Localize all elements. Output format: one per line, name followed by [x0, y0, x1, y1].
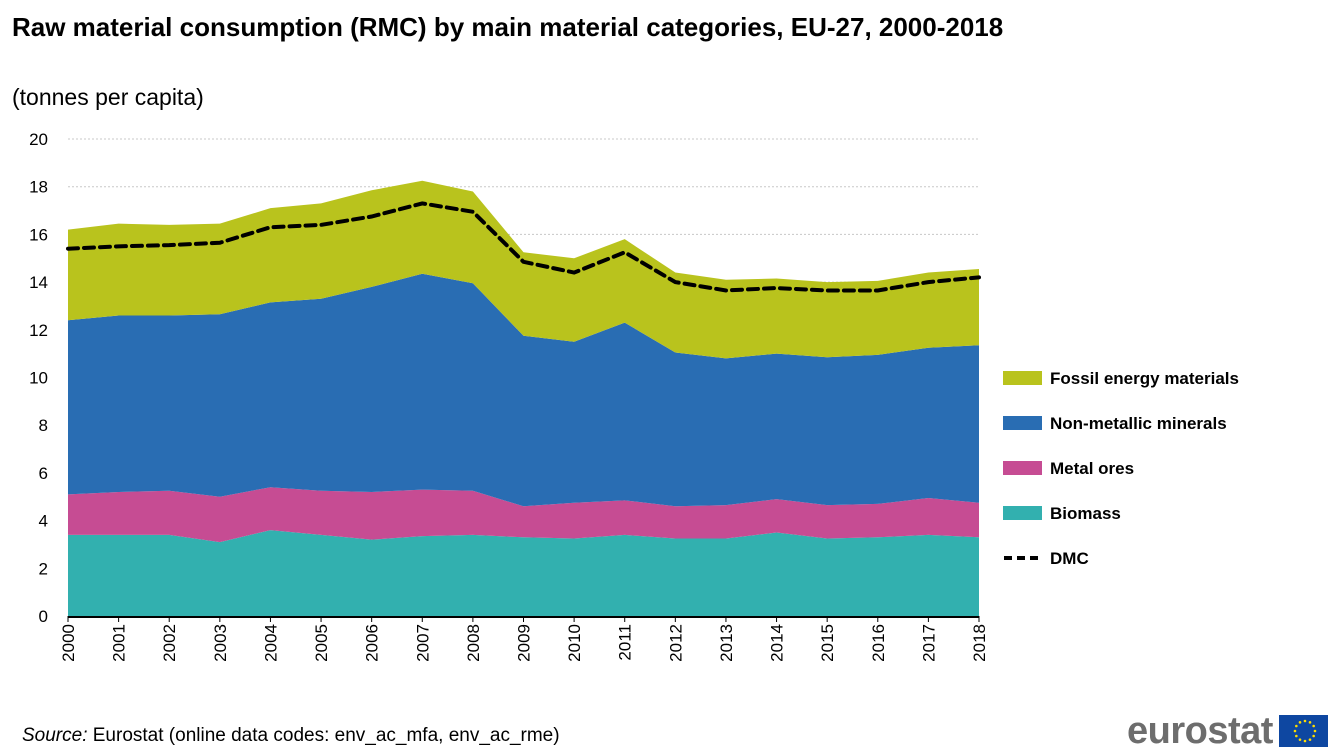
star: [1312, 724, 1315, 728]
x-tick-label: 2011: [616, 624, 635, 661]
area-non-metallic-minerals: [68, 273, 979, 507]
star: [1298, 738, 1302, 741]
star: [1308, 721, 1312, 724]
legend: Fossil energy materials Non-metallic mine…: [1003, 369, 1239, 568]
y-tick-label: 6: [39, 464, 48, 483]
star: [1294, 734, 1298, 738]
source-note: Source: Eurostat (online data codes: env…: [22, 725, 560, 747]
logo-text: eurostat: [1127, 710, 1273, 752]
x-tick-label: 2002: [160, 624, 179, 662]
legend-swatch: [1003, 461, 1042, 475]
x-tick-label: 2008: [464, 624, 483, 662]
star: [1303, 739, 1307, 743]
x-tick-label: 2003: [211, 624, 230, 662]
x-tick-label: 2010: [565, 624, 584, 662]
y-tick-label: 20: [29, 130, 48, 149]
legend-label: Fossil energy materials: [1050, 369, 1239, 388]
legend-item: Metal ores: [1003, 459, 1134, 478]
legend-swatch: [1003, 371, 1042, 385]
area-metal-ores: [68, 487, 979, 543]
star: [1313, 729, 1317, 733]
y-tick-label: 14: [29, 273, 48, 292]
x-tick-label: 2015: [818, 624, 837, 662]
x-tick-label: 2006: [363, 624, 382, 662]
y-tick-label: 2: [39, 559, 48, 578]
eu-flag-icon: [1278, 715, 1328, 747]
y-tick-label: 18: [29, 178, 48, 197]
x-tick-label: 2016: [869, 624, 888, 662]
x-tick-label: 2000: [59, 624, 78, 662]
star: [1294, 724, 1298, 728]
x-tick-label: 2014: [768, 624, 787, 662]
star: [1298, 721, 1302, 724]
star: [1293, 729, 1297, 733]
y-tick-label: 12: [29, 321, 48, 340]
legend-label: Metal ores: [1050, 459, 1134, 478]
eurostat-logo: eurostat: [1127, 710, 1328, 752]
y-tick-label: 16: [29, 225, 48, 244]
source-label: Source:: [22, 725, 88, 746]
y-tick-label: 10: [29, 369, 48, 388]
y-tick-label: 0: [39, 607, 48, 626]
x-tick-label: 2001: [110, 624, 129, 662]
legend-swatch: [1003, 416, 1042, 430]
area-biomass: [68, 530, 979, 616]
chart-subtitle: (tonnes per capita): [12, 84, 204, 110]
legend-label: DMC: [1050, 549, 1089, 568]
x-tick-label: 2012: [666, 624, 685, 662]
legend-label: Biomass: [1050, 504, 1121, 523]
source-text: Eurostat (online data codes: env_ac_mfa,…: [87, 725, 560, 746]
x-tick-label: 2013: [717, 624, 736, 662]
x-tick-label: 2017: [919, 624, 938, 662]
star: [1303, 719, 1307, 723]
axes: 0 2 4 6 8 10 12 14 16 18 20 2000 2001 2002 2003 2004 200…: [29, 130, 989, 662]
legend-label: Non-metallic minerals: [1050, 414, 1227, 433]
x-tick-label: 2004: [261, 624, 280, 662]
y-tick-label: 4: [39, 512, 48, 531]
legend-swatch: [1003, 506, 1042, 520]
eu-stars-icon: [1293, 719, 1317, 743]
area-series: [68, 180, 979, 616]
legend-item: Biomass: [1003, 504, 1121, 523]
chart-title: Raw material consumption (RMC) by main m…: [12, 12, 1004, 42]
star: [1308, 738, 1312, 741]
line-series: [66, 201, 981, 293]
y-tick-label: 8: [39, 416, 48, 435]
star: [1312, 734, 1315, 738]
x-tick-label: 2005: [312, 624, 331, 662]
x-tick-label: 2007: [413, 624, 432, 662]
legend-item: Fossil energy materials: [1003, 369, 1239, 388]
x-tick-label: 2009: [515, 624, 534, 662]
legend-item: Non-metallic minerals: [1003, 414, 1227, 433]
legend-item: DMC: [1004, 549, 1089, 568]
line-dmc: [66, 201, 981, 293]
x-tick-label: 2018: [970, 624, 989, 662]
